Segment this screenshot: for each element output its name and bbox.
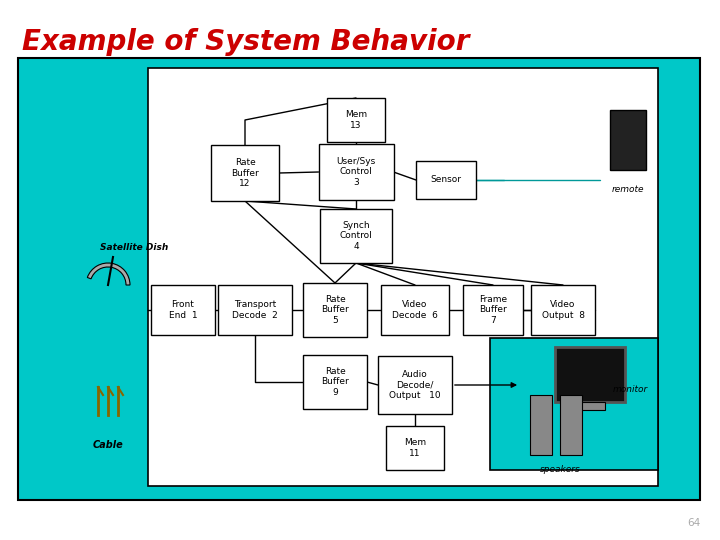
Bar: [18, 58, 700, 500]
Text: Rate
Buffer
5: Rate Buffer 5: [321, 295, 349, 325]
Text: Rate
Buffer
12: Rate Buffer 12: [231, 158, 259, 188]
Bar: [463, 285, 523, 335]
Bar: [151, 285, 215, 335]
Text: Mem
13: Mem 13: [345, 110, 367, 130]
Bar: [490, 338, 658, 470]
Text: Sensor: Sensor: [431, 176, 462, 185]
Bar: [530, 395, 552, 455]
Bar: [610, 110, 646, 170]
Text: 64: 64: [687, 518, 700, 528]
Text: Example of System Behavior: Example of System Behavior: [22, 28, 469, 56]
Bar: [575, 402, 605, 410]
Bar: [555, 347, 625, 402]
Text: Synch
Control
4: Synch Control 4: [340, 221, 372, 251]
Wedge shape: [87, 263, 130, 285]
Text: monitor: monitor: [613, 386, 647, 395]
Bar: [211, 145, 279, 201]
Text: Video
Output  8: Video Output 8: [541, 300, 585, 320]
Bar: [531, 285, 595, 335]
Text: remote: remote: [612, 186, 644, 194]
Text: Mem
11: Mem 11: [404, 438, 426, 458]
Bar: [303, 283, 367, 337]
Bar: [327, 98, 385, 142]
Text: Satellite Dish: Satellite Dish: [100, 244, 168, 253]
Bar: [560, 395, 582, 455]
Bar: [386, 426, 444, 470]
Bar: [378, 356, 452, 414]
Text: Front
End  1: Front End 1: [168, 300, 197, 320]
Text: Cable: Cable: [93, 440, 123, 450]
Bar: [148, 68, 658, 486]
Bar: [416, 161, 476, 199]
Bar: [303, 355, 367, 409]
Text: Audio
Decode/
Output   10: Audio Decode/ Output 10: [390, 370, 441, 400]
Text: speakers: speakers: [539, 465, 580, 475]
Text: Frame
Buffer
7: Frame Buffer 7: [479, 295, 507, 325]
Bar: [320, 209, 392, 263]
Bar: [318, 144, 394, 200]
Bar: [218, 285, 292, 335]
Bar: [381, 285, 449, 335]
Text: User/Sys
Control
3: User/Sys Control 3: [336, 157, 376, 187]
Text: Transport
Decode  2: Transport Decode 2: [232, 300, 278, 320]
Text: Rate
Buffer
9: Rate Buffer 9: [321, 367, 349, 397]
Text: Video
Decode  6: Video Decode 6: [392, 300, 438, 320]
